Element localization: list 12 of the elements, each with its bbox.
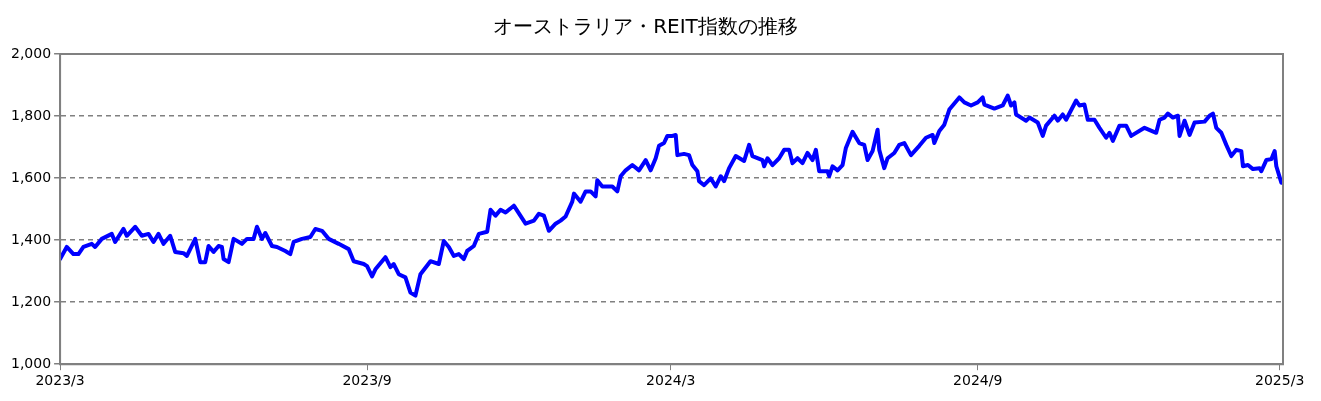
x-tick-label: 2025/3 [1255,372,1305,389]
x-tick-label: 2024/9 [953,372,1003,389]
chart-title: オーストラリア・REIT指数の推移 [493,14,798,39]
y-tick-label: 2,000 [10,44,52,61]
x-tick-label: 2023/9 [342,372,392,389]
y-tick-label: 1,200 [10,292,52,309]
y-tick-label: 1,000 [10,354,52,371]
y-tick-label: 1,400 [10,230,52,247]
x-tick-label: 2023/3 [35,372,85,389]
y-tick-label: 1,800 [10,106,52,123]
x-tick-label: 2024/3 [646,372,696,389]
y-tick-label: 1,600 [10,168,52,185]
